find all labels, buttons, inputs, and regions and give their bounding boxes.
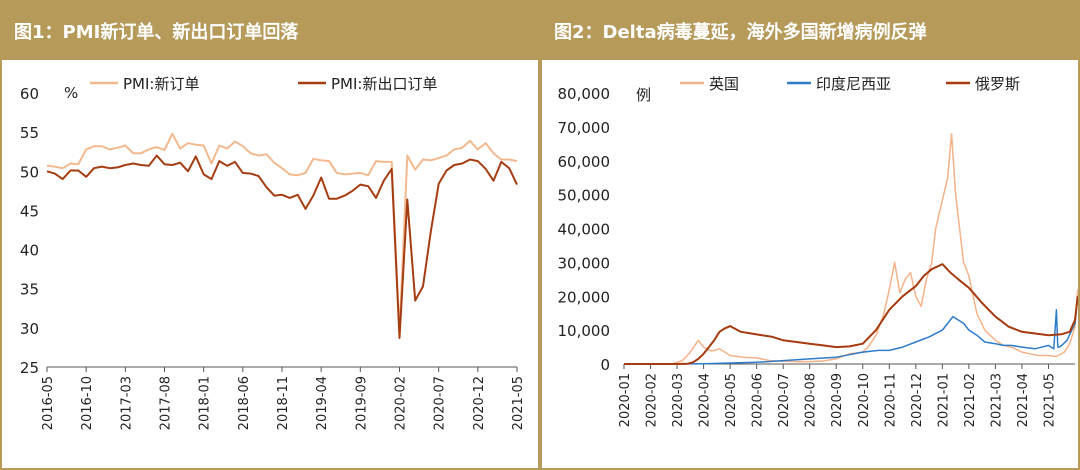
x-tick-label: 2016-05 (41, 376, 56, 430)
x-tick-label: 2020-09 (830, 373, 845, 427)
legend-label-uk: 英国 (709, 75, 739, 93)
y-tick-label: 40,000 (558, 221, 611, 239)
pmi-chart-plot: 25 30 35 40 45 50 55 60 2016-05 2016-10 2017-03 201… (20, 75, 526, 430)
x-tick-label: 2020-07 (433, 376, 448, 430)
x-tick-label: 2018-06 (237, 376, 252, 430)
legend-label-indonesia: 印度尼西亚 (816, 75, 891, 93)
panel-pmi-chart: 图1：PMI新订单、新出口订单回落 25 30 35 40 45 50 55 60 2016-0… (0, 0, 540, 470)
y-tick-label: 50,000 (558, 187, 611, 205)
x-tick-label: 2020-01 (618, 373, 633, 427)
x-tick-label: 2016-10 (80, 376, 95, 430)
x-tick-label: 2021-05 (1042, 373, 1057, 427)
x-tick-label: 2020-11 (883, 373, 898, 427)
panel-covid-chart: 图2：Delta病毒蔓延，海外多国新增病例反弹 0 10,000 20,000 30,… (540, 0, 1080, 470)
x-tick-label: 2021-01 (936, 373, 951, 427)
series-line-russia (624, 263, 1078, 365)
x-tick-label: 2021-05 (511, 376, 526, 430)
y-tick-label: 25 (20, 359, 39, 377)
y-tick-label: 55 (20, 124, 39, 142)
y-axis-unit-label: 例 (636, 86, 651, 104)
y-tick-label: 20,000 (558, 288, 611, 306)
series-line-indonesia (624, 296, 1078, 365)
y-tick-label: 80,000 (558, 85, 611, 103)
legend-label-new-orders: PMI:新订单 (123, 75, 199, 93)
y-tick-label: 40 (20, 242, 39, 260)
x-tick-label: 2020-10 (857, 373, 872, 427)
y-tick-label: 0 (600, 356, 610, 374)
covid-chart-plot: 0 10,000 20,000 30,000 40,000 50,000 60,000 70,… (558, 75, 1078, 427)
y-tick-label: 50 (20, 163, 39, 181)
x-tick-label: 2020-02 (645, 373, 660, 427)
x-tick-label: 2020-02 (394, 376, 409, 430)
x-tick-label: 2021-04 (1016, 373, 1031, 427)
x-tick-label: 2018-01 (198, 376, 213, 430)
x-tick-label: 2021-03 (989, 373, 1004, 427)
chart-title: 图2：Delta病毒蔓延，海外多国新增病例反弹 (542, 2, 1078, 60)
x-tick-label: 2021-02 (963, 373, 978, 427)
x-tick-label: 2020-05 (724, 373, 739, 427)
y-tick-label: 60,000 (558, 153, 611, 171)
x-tick-label: 2020-12 (472, 376, 487, 430)
x-tick-label: 2020-06 (751, 373, 766, 427)
y-tick-label: 10,000 (558, 322, 611, 340)
x-tick-label: 2020-07 (777, 373, 792, 427)
x-tick-label: 2020-08 (804, 373, 819, 427)
series-line-uk (624, 132, 1078, 365)
chart-title: 图1：PMI新订单、新出口订单回落 (2, 2, 538, 60)
x-tick-label: 2017-03 (119, 376, 134, 430)
y-tick-label: 35 (20, 281, 39, 299)
series-line-new-export (46, 154, 518, 339)
series-line-new-orders (46, 132, 518, 335)
x-tick-label: 2017-08 (159, 376, 174, 430)
y-axis-unit-label: % (64, 84, 78, 102)
y-tick-label: 60 (20, 85, 39, 103)
x-tick-label: 2019-09 (354, 376, 369, 430)
y-tick-label: 30 (20, 320, 39, 338)
y-tick-label: 30,000 (558, 254, 611, 272)
y-tick-label: 70,000 (558, 119, 611, 137)
x-tick-label: 2018-11 (276, 376, 291, 430)
x-tick-label: 2020-03 (671, 373, 686, 427)
x-tick-label: 2020-04 (698, 373, 713, 427)
y-tick-label: 45 (20, 202, 39, 220)
legend-label-new-export: PMI:新出口订单 (331, 75, 437, 93)
x-tick-label: 2020-12 (910, 373, 925, 427)
legend-label-russia: 俄罗斯 (975, 75, 1020, 93)
x-tick-label: 2019-04 (315, 376, 330, 430)
